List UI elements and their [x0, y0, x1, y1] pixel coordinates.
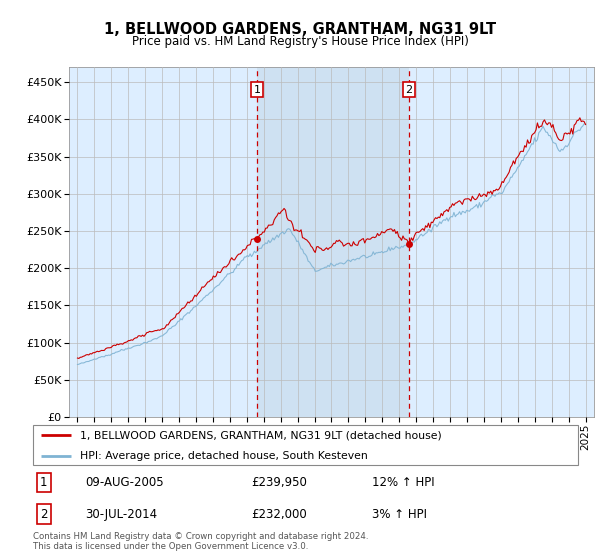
Text: 30-JUL-2014: 30-JUL-2014 [85, 508, 157, 521]
Text: 2: 2 [406, 85, 413, 95]
Text: 1: 1 [40, 476, 47, 489]
Text: 1: 1 [253, 85, 260, 95]
Text: 12% ↑ HPI: 12% ↑ HPI [372, 476, 435, 489]
Text: 2: 2 [40, 508, 47, 521]
Text: £239,950: £239,950 [251, 476, 307, 489]
Text: 1, BELLWOOD GARDENS, GRANTHAM, NG31 9LT (detached house): 1, BELLWOOD GARDENS, GRANTHAM, NG31 9LT … [80, 430, 442, 440]
FancyBboxPatch shape [33, 425, 578, 465]
Text: HPI: Average price, detached house, South Kesteven: HPI: Average price, detached house, Sout… [80, 451, 367, 461]
Text: 1, BELLWOOD GARDENS, GRANTHAM, NG31 9LT: 1, BELLWOOD GARDENS, GRANTHAM, NG31 9LT [104, 22, 496, 38]
Bar [257, 67, 409, 417]
Text: Price paid vs. HM Land Registry's House Price Index (HPI): Price paid vs. HM Land Registry's House … [131, 35, 469, 48]
Text: 3% ↑ HPI: 3% ↑ HPI [372, 508, 427, 521]
Text: 09-AUG-2005: 09-AUG-2005 [85, 476, 164, 489]
Text: £232,000: £232,000 [251, 508, 307, 521]
Text: Contains HM Land Registry data © Crown copyright and database right 2024.
This d: Contains HM Land Registry data © Crown c… [33, 532, 368, 552]
